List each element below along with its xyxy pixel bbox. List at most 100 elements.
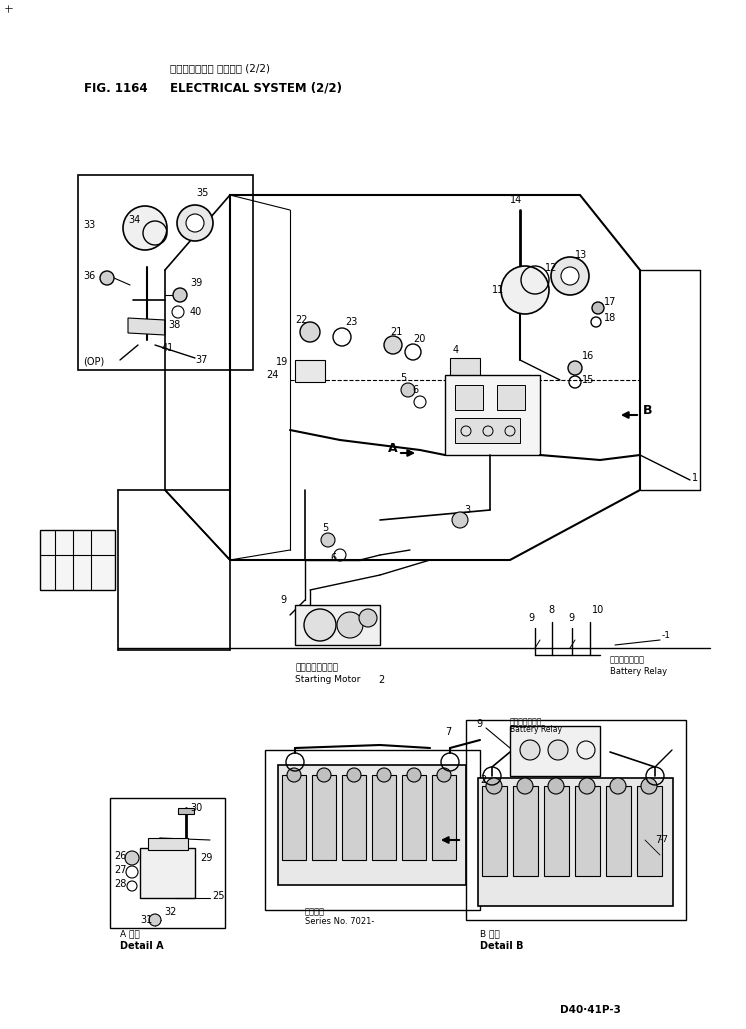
- Circle shape: [359, 609, 377, 627]
- Bar: [637, 786, 662, 876]
- Text: B 詳細: B 詳細: [480, 929, 500, 938]
- Text: 6: 6: [330, 553, 336, 563]
- Circle shape: [377, 768, 391, 782]
- Text: 33: 33: [83, 220, 95, 230]
- Bar: [510, 726, 600, 776]
- Circle shape: [186, 214, 204, 232]
- Text: 38: 38: [168, 320, 181, 330]
- Bar: [110, 799, 225, 928]
- Text: Series No. 7021-: Series No. 7021-: [305, 918, 374, 926]
- Bar: [372, 775, 396, 860]
- Text: 23: 23: [345, 317, 357, 327]
- Text: 41: 41: [162, 343, 175, 353]
- Text: 6: 6: [412, 385, 418, 395]
- Bar: [278, 765, 466, 885]
- Circle shape: [610, 778, 626, 794]
- Circle shape: [437, 768, 451, 782]
- Circle shape: [568, 361, 582, 375]
- Text: 18: 18: [604, 313, 616, 323]
- Bar: [78, 175, 253, 370]
- Text: 2: 2: [378, 675, 384, 685]
- Circle shape: [337, 612, 363, 638]
- Bar: [40, 530, 115, 590]
- Text: 37: 37: [195, 355, 207, 365]
- Bar: [282, 775, 306, 860]
- Text: 8: 8: [548, 605, 554, 615]
- Circle shape: [125, 851, 139, 865]
- Text: A: A: [388, 441, 398, 455]
- Bar: [402, 775, 426, 860]
- Circle shape: [384, 336, 402, 354]
- Bar: [178, 808, 194, 814]
- Bar: [482, 786, 507, 876]
- Text: スターターモータ: スターターモータ: [295, 664, 338, 673]
- Text: Battery Relay: Battery Relay: [510, 725, 562, 735]
- Text: 11: 11: [492, 285, 504, 295]
- Text: 7: 7: [445, 728, 451, 737]
- Bar: [140, 848, 195, 898]
- Text: Detail B: Detail B: [480, 941, 524, 951]
- Text: 16: 16: [582, 351, 595, 361]
- Bar: [295, 605, 380, 645]
- Text: 28: 28: [114, 879, 126, 889]
- Text: 35: 35: [196, 188, 208, 198]
- Circle shape: [548, 778, 564, 794]
- Text: 29: 29: [200, 853, 213, 863]
- Text: 36: 36: [83, 271, 95, 281]
- Bar: [497, 385, 525, 410]
- Bar: [513, 786, 538, 876]
- Circle shape: [300, 322, 320, 342]
- Bar: [466, 720, 686, 920]
- Text: 1: 1: [692, 473, 698, 483]
- Bar: [148, 838, 188, 850]
- Circle shape: [287, 768, 301, 782]
- Bar: [450, 358, 480, 378]
- Text: 20: 20: [413, 334, 425, 344]
- Bar: [606, 786, 631, 876]
- Text: 9: 9: [280, 595, 286, 605]
- Circle shape: [486, 778, 502, 794]
- Circle shape: [551, 257, 589, 295]
- Circle shape: [304, 609, 336, 641]
- Text: 15: 15: [582, 375, 595, 385]
- Text: 26: 26: [114, 851, 126, 861]
- Text: 39: 39: [190, 278, 202, 288]
- Bar: [432, 775, 456, 860]
- Text: 適用機種: 適用機種: [305, 908, 325, 917]
- Text: バッテリリレー: バッテリリレー: [610, 655, 645, 665]
- Bar: [445, 375, 540, 455]
- Circle shape: [548, 740, 568, 760]
- Text: 2: 2: [480, 775, 486, 785]
- Bar: [342, 775, 366, 860]
- Text: 31: 31: [140, 915, 152, 925]
- Text: D40·41P-3: D40·41P-3: [560, 1005, 621, 1015]
- Text: Detail A: Detail A: [120, 941, 163, 951]
- Text: 10: 10: [592, 605, 604, 615]
- Text: 25: 25: [212, 891, 225, 901]
- Text: ELECTRICAL SYSTEM (2/2): ELECTRICAL SYSTEM (2/2): [170, 81, 342, 95]
- Text: B: B: [643, 403, 653, 417]
- Circle shape: [177, 205, 213, 241]
- Text: 4: 4: [453, 345, 459, 355]
- Circle shape: [517, 778, 533, 794]
- Text: 40: 40: [190, 307, 202, 317]
- Polygon shape: [128, 318, 165, 335]
- Circle shape: [501, 267, 549, 314]
- Circle shape: [123, 206, 167, 250]
- Text: バッテリリレー: バッテリリレー: [510, 717, 542, 726]
- Circle shape: [317, 768, 331, 782]
- Bar: [312, 775, 336, 860]
- Circle shape: [100, 271, 114, 285]
- Circle shape: [561, 267, 579, 285]
- Circle shape: [321, 533, 335, 547]
- Text: 34: 34: [128, 215, 140, 225]
- Text: A 詳細: A 詳細: [120, 929, 140, 938]
- Text: 5: 5: [322, 523, 328, 533]
- Text: -7: -7: [660, 836, 669, 845]
- Text: Battery Relay: Battery Relay: [610, 668, 667, 676]
- Circle shape: [347, 768, 361, 782]
- Text: 9: 9: [528, 613, 534, 623]
- Text: エレクトリカル システム (2/2): エレクトリカル システム (2/2): [170, 63, 270, 73]
- Text: 32: 32: [164, 907, 176, 917]
- Text: 9: 9: [568, 613, 574, 623]
